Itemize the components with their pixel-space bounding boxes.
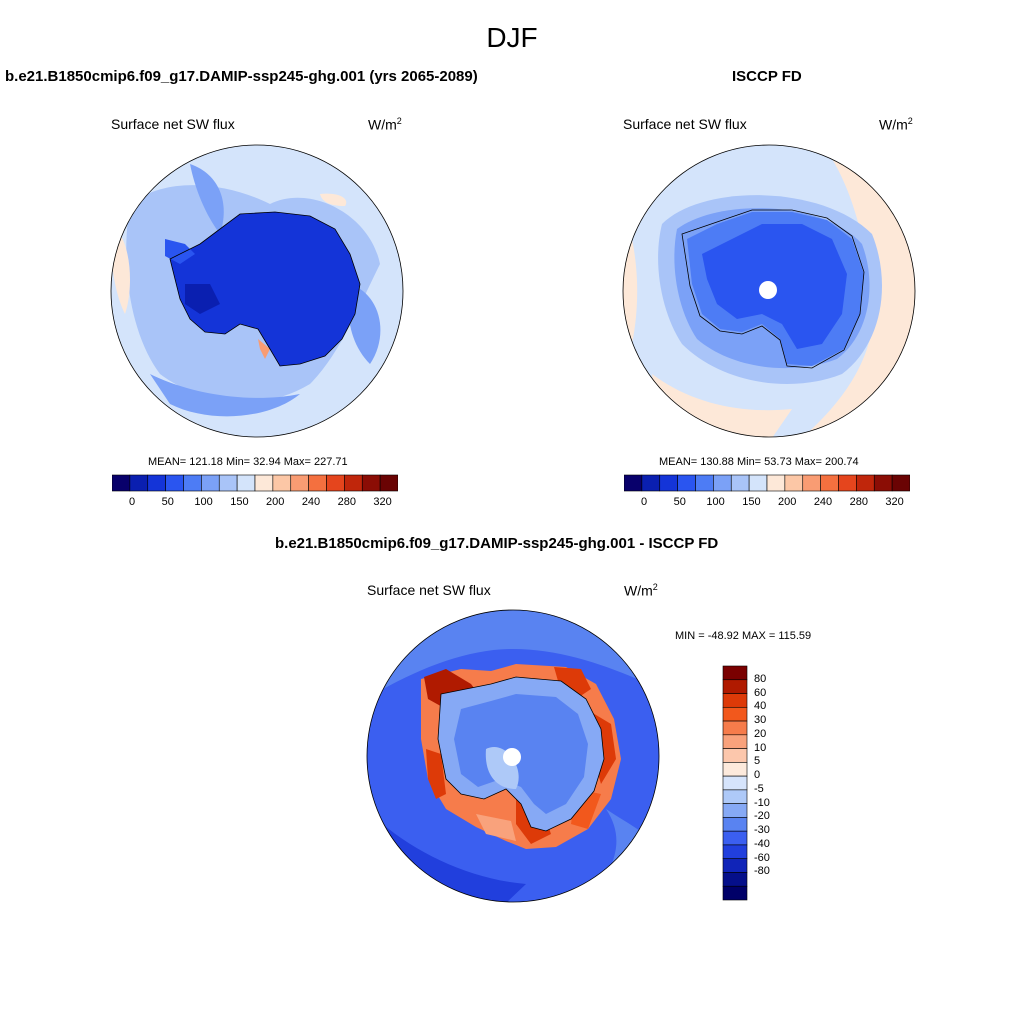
colorbar-swatch bbox=[147, 474, 166, 492]
colorbar-tick-label: 50 bbox=[673, 496, 686, 508]
panel-3-variable: Surface net SW flux bbox=[367, 582, 491, 598]
colorbar-swatch bbox=[722, 734, 748, 749]
panel-2-title: ISCCP FD bbox=[732, 68, 802, 85]
panel-1-title: b.e21.B1850cmip6.f09_g17.DAMIP-ssp245-gh… bbox=[5, 68, 478, 85]
colorbar-swatch bbox=[722, 679, 748, 694]
colorbar-tick-label: 60 bbox=[754, 686, 767, 699]
panel-1-stats: MEAN= 121.18 Min= 32.94 Max= 227.71 bbox=[148, 456, 348, 468]
colorbar-tick-label: 100 bbox=[706, 496, 725, 508]
colorbar-tick-label: -30 bbox=[754, 824, 770, 837]
colorbar-swatch bbox=[129, 474, 149, 492]
colorbar-swatch bbox=[873, 474, 893, 492]
panel-3-units: W/m2 bbox=[624, 582, 658, 599]
figure-title: DJF bbox=[486, 22, 538, 53]
colorbar-tick-label: 150 bbox=[742, 496, 761, 508]
colorbar-swatch bbox=[361, 474, 381, 492]
colorbar-tick-label: 50 bbox=[161, 496, 174, 508]
colorbar-tick-label: 320 bbox=[373, 496, 392, 508]
panel-3-map bbox=[366, 609, 660, 903]
colorbar-swatch bbox=[838, 474, 857, 492]
colorbar-swatch bbox=[722, 803, 748, 818]
colorbar-swatch bbox=[659, 474, 678, 492]
colorbar-swatch bbox=[236, 474, 256, 492]
panel-2-colorbar bbox=[624, 474, 910, 492]
colorbar-swatch bbox=[272, 474, 292, 492]
colorbar-tick-label: 40 bbox=[754, 700, 767, 713]
colorbar-swatch bbox=[165, 474, 184, 492]
colorbar-tick-label: 280 bbox=[849, 496, 868, 508]
colorbar-swatch bbox=[722, 720, 748, 736]
colorbar-swatch bbox=[820, 474, 839, 492]
colorbar-swatch bbox=[722, 665, 748, 681]
panel-1-units: W/m2 bbox=[368, 116, 402, 133]
colorbar-swatch bbox=[722, 844, 748, 860]
colorbar-swatch bbox=[344, 474, 363, 492]
colorbar-swatch bbox=[218, 474, 238, 492]
colorbar-swatch bbox=[722, 789, 748, 804]
colorbar-tick-label: 0 bbox=[754, 769, 761, 782]
panel-3-stats: MIN = -48.92 MAX = 115.59 bbox=[675, 630, 812, 642]
colorbar-swatch bbox=[290, 474, 309, 492]
colorbar-swatch bbox=[722, 748, 748, 763]
panel-3-title: b.e21.B1850cmip6.f09_g17.DAMIP-ssp245-gh… bbox=[275, 535, 719, 552]
colorbar-swatch bbox=[722, 693, 748, 708]
colorbar-swatch bbox=[722, 872, 748, 887]
colorbar-tick-label: 10 bbox=[754, 741, 767, 754]
colorbar-tick-label: 200 bbox=[266, 496, 285, 508]
colorbar-swatch bbox=[379, 474, 398, 492]
colorbar-swatch bbox=[722, 775, 748, 791]
panel-2-units: W/m2 bbox=[879, 116, 913, 133]
colorbar-tick-label: 100 bbox=[194, 496, 213, 508]
colorbar-swatch bbox=[766, 474, 786, 492]
colorbar-tick-label: -80 bbox=[754, 865, 770, 878]
colorbar-swatch bbox=[730, 474, 750, 492]
colorbar-tick-label: 240 bbox=[301, 496, 321, 508]
panel-1-colorbar bbox=[112, 474, 398, 492]
colorbar-swatch bbox=[722, 762, 748, 777]
colorbar-swatch bbox=[891, 474, 910, 492]
colorbar-tick-label: -60 bbox=[754, 851, 770, 864]
colorbar-swatch bbox=[802, 474, 821, 492]
panel-2-variable: Surface net SW flux bbox=[623, 116, 747, 132]
colorbar-swatch bbox=[722, 885, 748, 901]
colorbar-swatch bbox=[784, 474, 804, 492]
colorbar-swatch bbox=[722, 830, 748, 846]
colorbar-tick-label: 20 bbox=[754, 727, 767, 740]
colorbar-swatch bbox=[183, 474, 202, 492]
panel-1-variable: Surface net SW flux bbox=[111, 116, 235, 132]
colorbar-swatch bbox=[641, 474, 661, 492]
panel-2-stats: MEAN= 130.88 Min= 53.73 Max= 200.74 bbox=[659, 456, 859, 468]
colorbar-tick-label: -40 bbox=[754, 837, 770, 850]
colorbar-tick-label: 320 bbox=[885, 496, 904, 508]
colorbar-swatch bbox=[748, 474, 768, 492]
colorbar-tick-label: -20 bbox=[754, 810, 770, 823]
colorbar-swatch bbox=[254, 474, 274, 492]
colorbar-tick-label: 30 bbox=[754, 714, 767, 727]
colorbar-swatch bbox=[856, 474, 875, 492]
panel-1-map bbox=[110, 144, 404, 438]
colorbar-tick-label: 5 bbox=[754, 755, 761, 768]
colorbar-swatch bbox=[713, 474, 732, 492]
colorbar-swatch bbox=[722, 858, 748, 873]
colorbar-tick-label: 200 bbox=[778, 496, 797, 508]
panel-3-colorbar bbox=[722, 665, 748, 901]
colorbar-tick-label: 0 bbox=[640, 496, 648, 508]
colorbar-swatch bbox=[112, 474, 131, 492]
colorbar-swatch bbox=[722, 817, 748, 832]
colorbar-swatch bbox=[695, 474, 714, 492]
panel-2-map bbox=[622, 144, 916, 438]
colorbar-swatch bbox=[722, 706, 748, 722]
colorbar-swatch bbox=[677, 474, 696, 492]
colorbar-tick-label: -5 bbox=[754, 782, 764, 795]
colorbar-swatch bbox=[201, 474, 220, 492]
colorbar-tick-label: 280 bbox=[337, 496, 356, 508]
colorbar-swatch bbox=[308, 474, 327, 492]
colorbar-tick-label: -10 bbox=[754, 796, 770, 809]
colorbar-tick-label: 80 bbox=[754, 672, 767, 685]
colorbar-swatch bbox=[624, 474, 643, 492]
colorbar-swatch bbox=[326, 474, 345, 492]
colorbar-tick-label: 240 bbox=[813, 496, 833, 508]
colorbar-tick-label: 150 bbox=[230, 496, 249, 508]
colorbar-tick-label: 0 bbox=[128, 496, 136, 508]
